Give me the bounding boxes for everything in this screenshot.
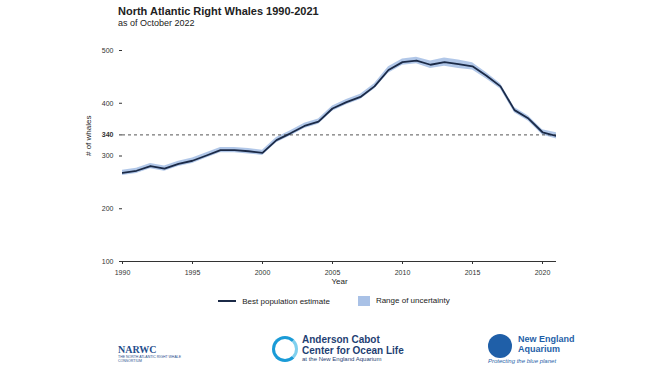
html-text:at the New England Aquarium: at the New England Aquarium bbox=[302, 356, 382, 362]
html-text:Range of uncertainty: Range of uncertainty bbox=[375, 296, 450, 306]
svg-text:2005: 2005 bbox=[325, 269, 341, 276]
html-text:Best population estimate: Best population estimate bbox=[242, 296, 330, 306]
html-text:NARWC: NARWC bbox=[118, 344, 157, 355]
html-text:Protecting the blue planet: Protecting the blue planet bbox=[488, 358, 557, 364]
html-text:Center for Ocean Life: Center for Ocean Life bbox=[302, 345, 404, 356]
svg-text:200: 200 bbox=[102, 205, 114, 212]
html-text:New England: New England bbox=[518, 334, 575, 344]
svg-text:400: 400 bbox=[102, 99, 114, 106]
html-text:North Atlantic Right Whales 19: North Atlantic Right Whales 1990-2021 bbox=[118, 5, 319, 17]
svg-text:100: 100 bbox=[102, 258, 114, 265]
svg-text:2010: 2010 bbox=[395, 269, 411, 276]
html-text:THE NORTH ATLANTIC RIGHT WHALE: THE NORTH ATLANTIC RIGHT WHALE CONSORTIU… bbox=[118, 355, 181, 363]
svg-text:2015: 2015 bbox=[465, 269, 481, 276]
svg-text:1990: 1990 bbox=[115, 269, 131, 276]
html-text:as of October 2022: as of October 2022 bbox=[118, 18, 195, 28]
svg-text:2000: 2000 bbox=[255, 269, 271, 276]
html-text:Anderson Cabot: Anderson Cabot bbox=[302, 334, 380, 345]
html-text:Aquarium: Aquarium bbox=[518, 344, 560, 354]
svg-text:Year: Year bbox=[331, 277, 348, 286]
svg-text:2020: 2020 bbox=[535, 269, 551, 276]
svg-text:# of whales: # of whales bbox=[84, 116, 93, 156]
svg-text:300: 300 bbox=[102, 152, 114, 159]
svg-text:340: 340 bbox=[102, 131, 114, 138]
svg-text:1995: 1995 bbox=[185, 269, 201, 276]
svg-text:500: 500 bbox=[102, 47, 114, 54]
